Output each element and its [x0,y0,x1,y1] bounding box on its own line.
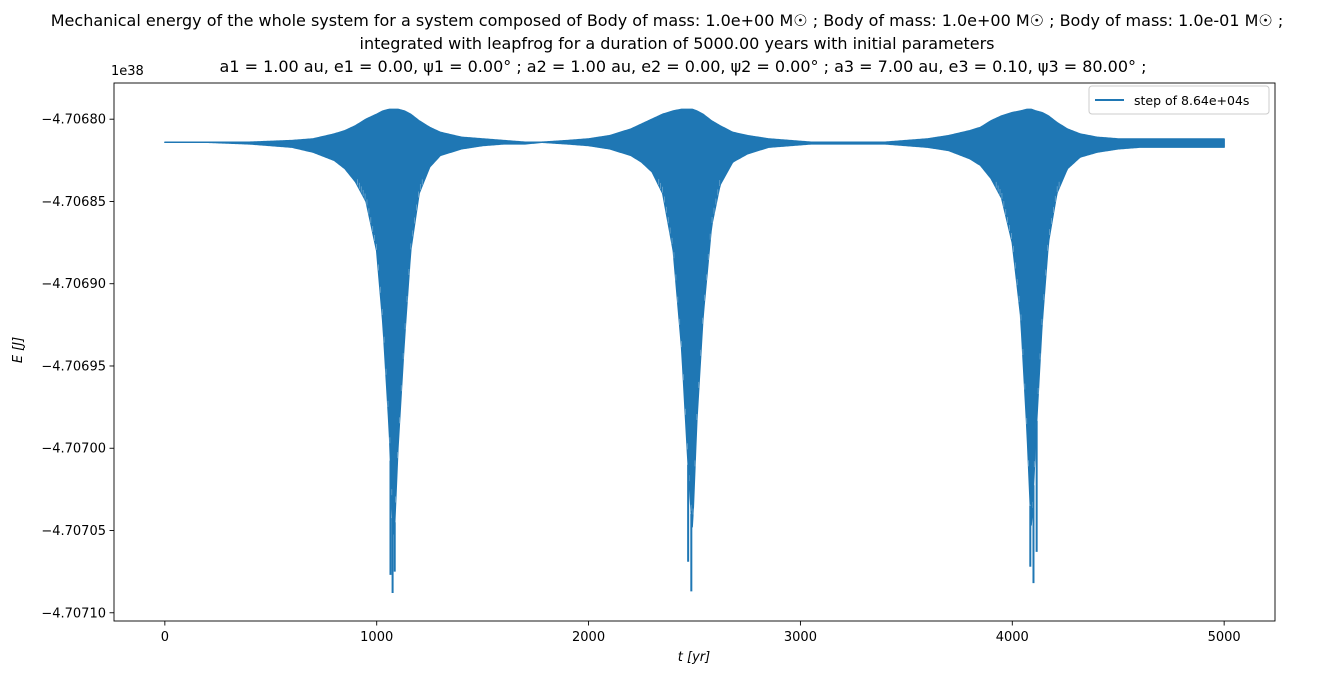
legend-label: step of 8.64e+04s [1134,93,1249,108]
axes-border [113,82,1276,622]
x-tick-label: 2000 [572,630,605,645]
x-tick-label: 5000 [1208,630,1241,645]
chart-title-line-3: a1 = 1.00 au, e1 = 0.00, ψ1 = 0.00° ; a2… [220,57,1147,76]
axes-frame [113,82,1276,622]
y-axis: −4.70680 −4.70685 −4.70690 −4.70695 −4.70700… [41,113,114,621]
y-tick-label: −4.70710 [41,606,106,621]
series-striations [357,179,1060,547]
legend: step of 8.64e+04s [1088,85,1270,115]
x-tick-label: 3000 [784,630,817,645]
x-axis: 0 1000 2000 3000 4000 5000 [161,621,1241,645]
y-tick-label: −4.70690 [41,277,106,292]
chart-title-line-1: Mechanical energy of the whole system fo… [51,11,1283,30]
series-group [164,108,1225,594]
y-tick-label: −4.70705 [41,524,106,539]
chart-title-line-2: integrated with leapfrog for a duration … [360,34,995,53]
legend-box [1088,85,1270,115]
x-tick-label: 0 [161,630,169,645]
y-offset-label: 1e38 [111,64,144,79]
series-oscillation-band [164,108,1225,535]
x-tick-label: 4000 [996,630,1029,645]
y-tick-label: −4.70695 [41,359,106,374]
x-tick-label: 1000 [360,630,393,645]
y-tick-label: −4.70685 [41,195,106,210]
y-axis-label: E [J] [11,337,26,363]
x-axis-label: t [yr] [678,650,710,665]
y-tick-label: −4.70700 [41,442,106,457]
y-tick-label: −4.70680 [41,113,106,128]
